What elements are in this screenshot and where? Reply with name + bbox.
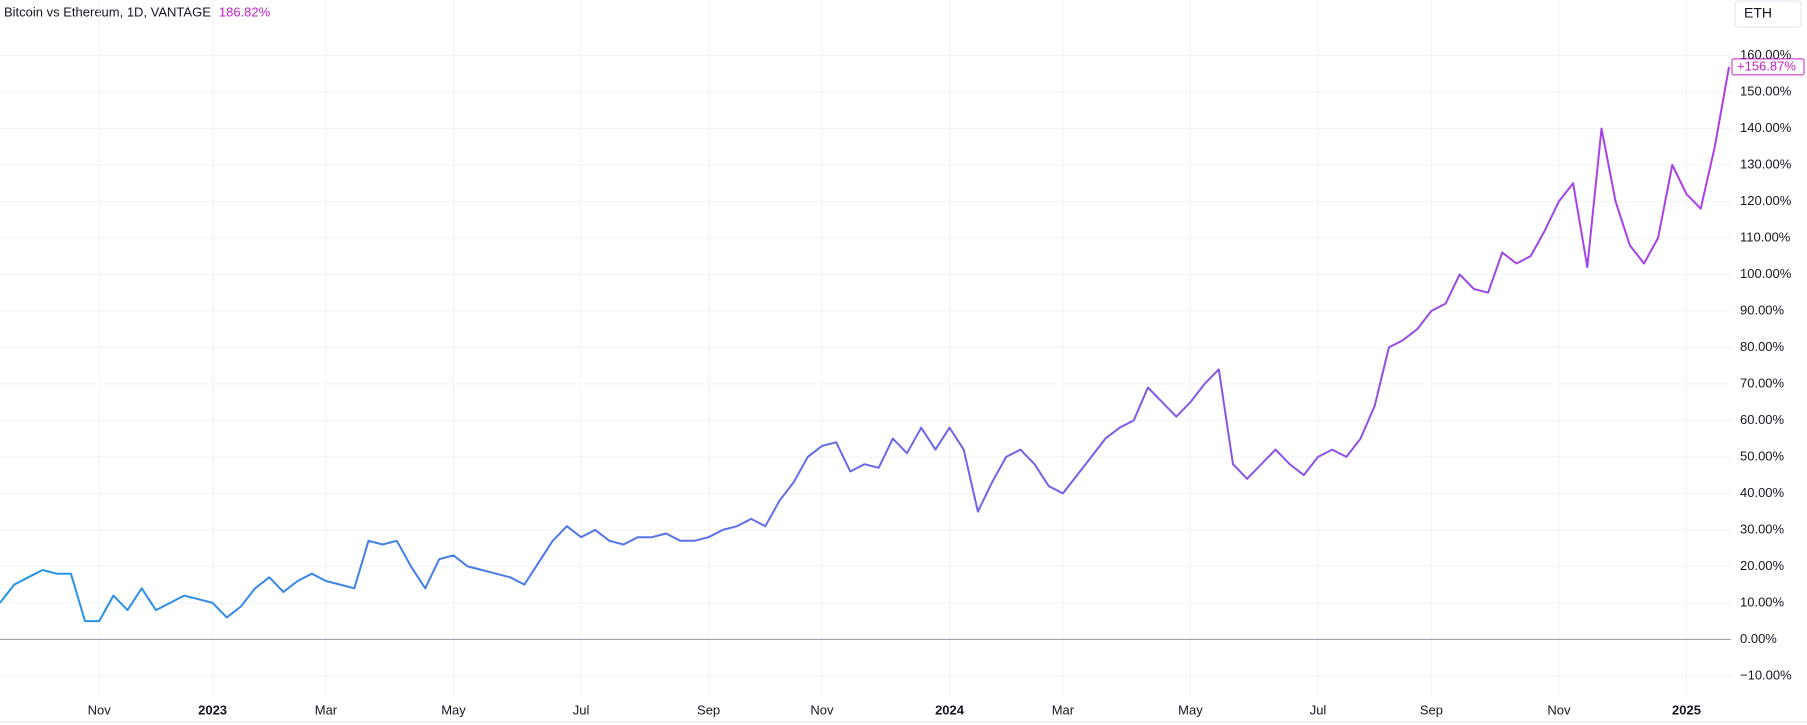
x-tick-label: 2025 [1672, 702, 1701, 717]
x-tick-label: Nov [1547, 702, 1571, 717]
y-tick-label: 80.00% [1740, 339, 1785, 354]
x-tick-label: Sep [1420, 702, 1443, 717]
y-tick-label: 0.00% [1740, 631, 1777, 646]
y-tick-label: 70.00% [1740, 375, 1785, 390]
y-tick-label: 100.00% [1740, 266, 1792, 281]
symbol-button[interactable]: ETH [1744, 5, 1772, 21]
x-tick-label: 2024 [935, 702, 965, 717]
y-tick-label: −10.00% [1740, 667, 1792, 682]
x-tick-label: Nov [810, 702, 834, 717]
x-tick-label: 2023 [198, 702, 227, 717]
y-tick-label: 160.00% [1740, 47, 1792, 62]
last-value-label: +156.87% [1737, 58, 1796, 73]
y-tick-label: 40.00% [1740, 485, 1785, 500]
last-value-badge [1731, 58, 1805, 76]
x-tick-label: Jul [573, 702, 590, 717]
y-tick-label: 120.00% [1740, 193, 1792, 208]
y-tick-label: 150.00% [1740, 83, 1792, 98]
symbol-button-box[interactable] [1734, 0, 1802, 28]
x-tick-label: Mar [315, 702, 338, 717]
y-tick-label: 50.00% [1740, 448, 1785, 463]
chart-title: Bitcoin vs Ethereum, 1D, VANTAGE [4, 4, 211, 19]
series-line [0, 66, 1730, 623]
y-tick-label: 140.00% [1740, 120, 1792, 135]
y-tick-label: 10.00% [1740, 594, 1785, 609]
y-tick-label: 90.00% [1740, 302, 1785, 317]
y-tick-label: 130.00% [1740, 156, 1792, 171]
y-tick-label: 110.00% [1740, 229, 1791, 244]
y-tick-label: 60.00% [1740, 412, 1785, 427]
x-tick-label: Jul [1310, 702, 1327, 717]
y-tick-label: 20.00% [1740, 558, 1785, 573]
title-value: 186.82% [219, 4, 271, 19]
x-tick-label: Mar [1052, 702, 1075, 717]
x-tick-label: Sep [697, 702, 720, 717]
x-tick-label: Nov [88, 702, 112, 717]
x-tick-label: May [441, 702, 466, 717]
y-tick-label: 30.00% [1740, 521, 1785, 536]
x-tick-label: May [1178, 702, 1203, 717]
